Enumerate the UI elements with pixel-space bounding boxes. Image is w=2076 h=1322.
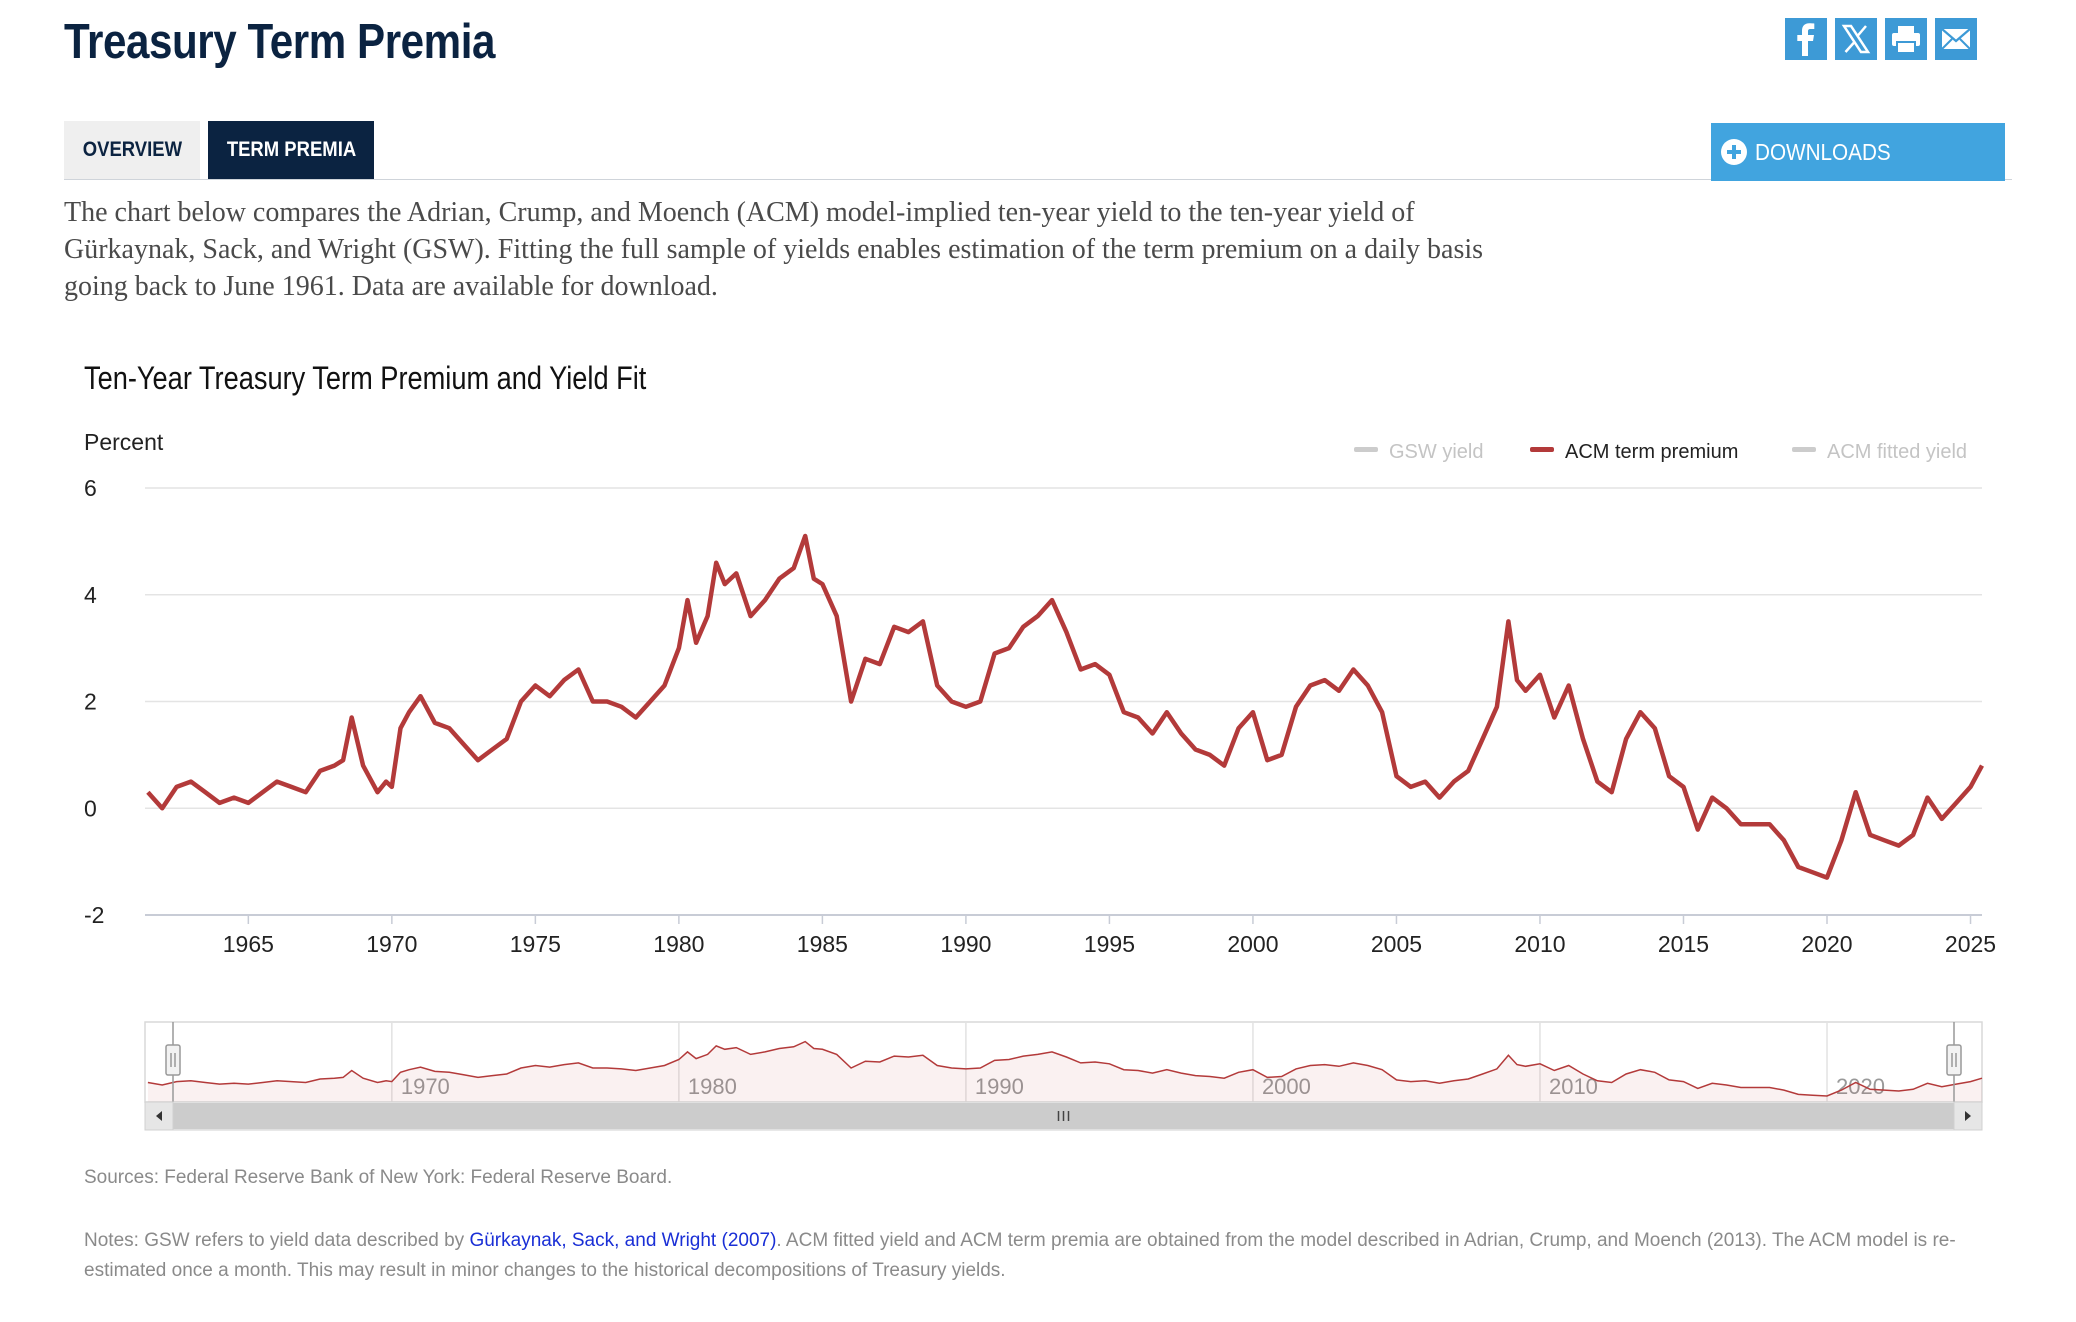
y-axis-ticks: 6 4 2 0 -2 [84,475,104,928]
navigator-left-handle[interactable] [165,1022,181,1102]
legend-label: ACM fitted yield [1827,441,1967,463]
facebook-share-button[interactable] [1785,18,1827,60]
navigator-tick-label: 1970 [401,1074,450,1099]
notes: Notes: GSW refers to yield data describe… [84,1226,1984,1286]
tab-term-premia[interactable]: TERM PREMIA [208,121,374,179]
y-axis-title: Percent [84,429,164,455]
intro-paragraph: The chart below compares the Adrian, Cru… [64,197,1484,302]
navigator-series-line [147,1040,1983,1097]
notes-prefix: Notes: GSW refers to yield data describe… [84,1230,470,1251]
x-tick-label: 1980 [653,931,704,957]
legend-item[interactable]: ACM term premium [1530,441,1738,463]
gridlines [145,487,1982,916]
x-tick-label: 2010 [1514,931,1565,957]
x-tick-label: 1965 [223,931,274,957]
chart-title: Ten-Year Treasury Term Premium and Yield… [84,360,647,396]
navigator-tick-label: 1980 [688,1074,737,1099]
gsw-2007-link[interactable]: Gürkaynak, Sack, and Wright (2007) [469,1230,777,1251]
legend-swatch [1530,447,1554,452]
email-icon [1935,18,1977,60]
legend: GSW yield ACM term premium ACM fitted yiel… [1354,441,1967,463]
tab-overview[interactable]: OVERVIEW [64,121,200,179]
x-share-button[interactable] [1835,18,1877,60]
y-tick-label: 2 [84,689,97,715]
page-title: Treasury Term Premia [64,15,495,69]
x-tick-label: 2005 [1371,931,1422,957]
email-share-button[interactable] [1935,18,1977,60]
x-tick-label: 1975 [510,931,561,957]
navigator-right-handle[interactable] [1946,1022,1962,1102]
navigator: 1970 1980 1990 2000 2010 2020 [144,1021,1983,1131]
arrow-left-icon [156,1111,162,1121]
navigator-area [147,1041,1982,1102]
plus-circle-icon [1721,139,1747,165]
legend-item[interactable]: GSW yield [1354,441,1483,463]
print-button[interactable] [1885,18,1927,60]
x-tick-label: 1970 [366,931,417,957]
legend-swatch [1354,447,1378,452]
tab-bar: OVERVIEW TERM PREMIA [64,121,2012,180]
navigator-tick-label: 2000 [1262,1074,1311,1099]
arrow-right-icon [1965,1111,1971,1121]
y-tick-label: 4 [84,582,97,608]
print-icon [1885,18,1927,60]
downloads-button[interactable]: DOWNLOADS [1711,123,2005,181]
sources-note: Sources: Federal Reserve Bank of New Yor… [84,1167,673,1188]
x-tick-label: 2025 [1945,931,1996,957]
notes-suffix: . ACM fitted yield and ACM term premia a… [84,1230,1956,1281]
x-icon [1835,18,1877,60]
navigator-tick-label: 2010 [1549,1074,1598,1099]
x-tick-label: 2020 [1801,931,1852,957]
y-tick-label: 0 [84,795,97,821]
series-group [146,533,1984,880]
legend-label: ACM term premium [1565,441,1738,463]
navigator-tick-label: 1990 [975,1074,1024,1099]
navigator-frame [144,1021,1983,1103]
x-tick-label: 2015 [1658,931,1709,957]
facebook-icon [1785,18,1827,60]
tab-term-premia-label: TERM PREMIA [226,138,356,161]
x-tick-label: 1995 [1084,931,1135,957]
x-tick-label: 1985 [797,931,848,957]
x-tick-label: 2000 [1227,931,1278,957]
legend-item[interactable]: ACM fitted yield [1792,441,1967,463]
y-tick-label: 6 [84,475,97,501]
acm-term-premium-line [146,533,1984,880]
legend-swatch [1792,447,1816,452]
navigator-tick-label: 2020 [1836,1074,1885,1099]
downloads-label: DOWNLOADS [1755,138,1891,165]
x-tick-label: 1990 [940,931,991,957]
tab-overview-label: OVERVIEW [82,138,182,161]
y-tick-label: -2 [84,902,104,928]
x-axis-ticks: 1965 1970 1975 1980 1985 1990 1995 2000 2005 2010… [223,915,1996,957]
legend-label: GSW yield [1389,441,1483,463]
